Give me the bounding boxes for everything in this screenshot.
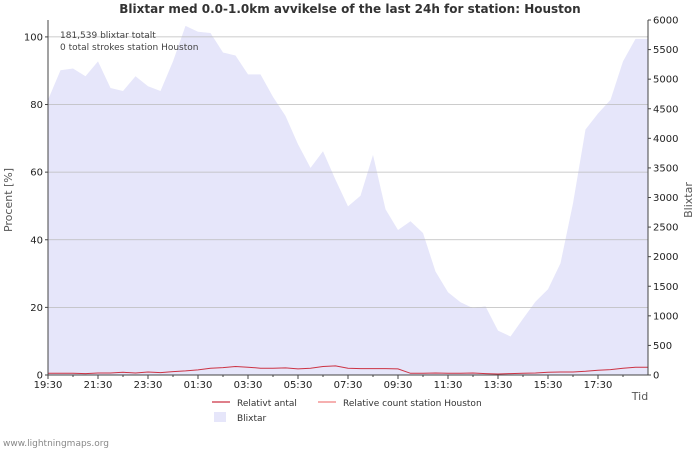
y-tick-right-label: 500 xyxy=(653,341,672,352)
series-line-relativt xyxy=(48,365,648,375)
y-tick-left-label: 40 xyxy=(30,235,43,246)
x-tick-label: 05:30 xyxy=(284,380,313,391)
x-tick-label: 21:30 xyxy=(84,380,113,391)
annotation-station: 0 total strokes station Houston xyxy=(60,43,198,53)
x-tick-label: 07:30 xyxy=(334,380,363,391)
annotation-total: 181,539 blixtar totalt xyxy=(60,31,156,41)
x-tick-label: 17:30 xyxy=(584,380,613,391)
x-tick-label: 03:30 xyxy=(234,380,263,391)
y-tick-left-label: 80 xyxy=(30,100,43,111)
y-tick-left-label: 60 xyxy=(30,168,43,179)
y-tick-left-label: 0 xyxy=(37,371,43,382)
y-tick-right-label: 3500 xyxy=(653,163,678,174)
y-tick-right-label: 3000 xyxy=(653,193,678,204)
y-tick-right-label: 4000 xyxy=(653,134,678,145)
footer-credit: www.lightningmaps.org xyxy=(3,439,109,449)
y-tick-right-label: 6000 xyxy=(653,16,678,27)
y-tick-right-label: 0 xyxy=(653,371,659,382)
x-tick-label: 19:30 xyxy=(34,380,63,391)
x-tick-label: 23:30 xyxy=(134,380,163,391)
x-axis-label: Tid xyxy=(631,390,648,403)
legend-label-relativt: Relativt antal xyxy=(237,399,297,409)
legend: Relativt antal Relative count station Ho… xyxy=(212,399,482,424)
x-tick-label: 11:30 xyxy=(434,380,463,391)
y-tick-right-label: 4500 xyxy=(653,104,678,115)
gridlines xyxy=(48,36,648,308)
x-tick-label: 01:30 xyxy=(184,380,213,391)
y-tick-left-label: 100 xyxy=(24,32,43,43)
plot-area xyxy=(48,25,648,376)
y-axis-label-right: Blixtar xyxy=(682,182,695,218)
y-tick-right-label: 2000 xyxy=(653,252,678,263)
x-tick-label: 09:30 xyxy=(384,380,413,391)
legend-label-blixtar: Blixtar xyxy=(237,414,267,424)
legend-label-houston: Relative count station Houston xyxy=(343,399,482,409)
y-tick-right-label: 2500 xyxy=(653,223,678,234)
y-tick-right-label: 1500 xyxy=(653,282,678,293)
axes: 0204060801000500100015002000250030003500… xyxy=(24,16,679,392)
y-tick-right-label: 5500 xyxy=(653,45,678,56)
y-axis-label-left: Procent [%] xyxy=(2,168,15,232)
y-tick-right-label: 1000 xyxy=(653,311,678,322)
y-tick-right-label: 5000 xyxy=(653,75,678,86)
x-tick-label: 15:30 xyxy=(534,380,563,391)
legend-swatch-blixtar xyxy=(214,412,226,422)
series-area-blixtar xyxy=(48,25,648,376)
y-tick-left-label: 20 xyxy=(30,303,43,314)
chart-title: Blixtar med 0.0-1.0km avvikelse of the l… xyxy=(119,2,580,16)
x-tick-label: 13:30 xyxy=(484,380,513,391)
